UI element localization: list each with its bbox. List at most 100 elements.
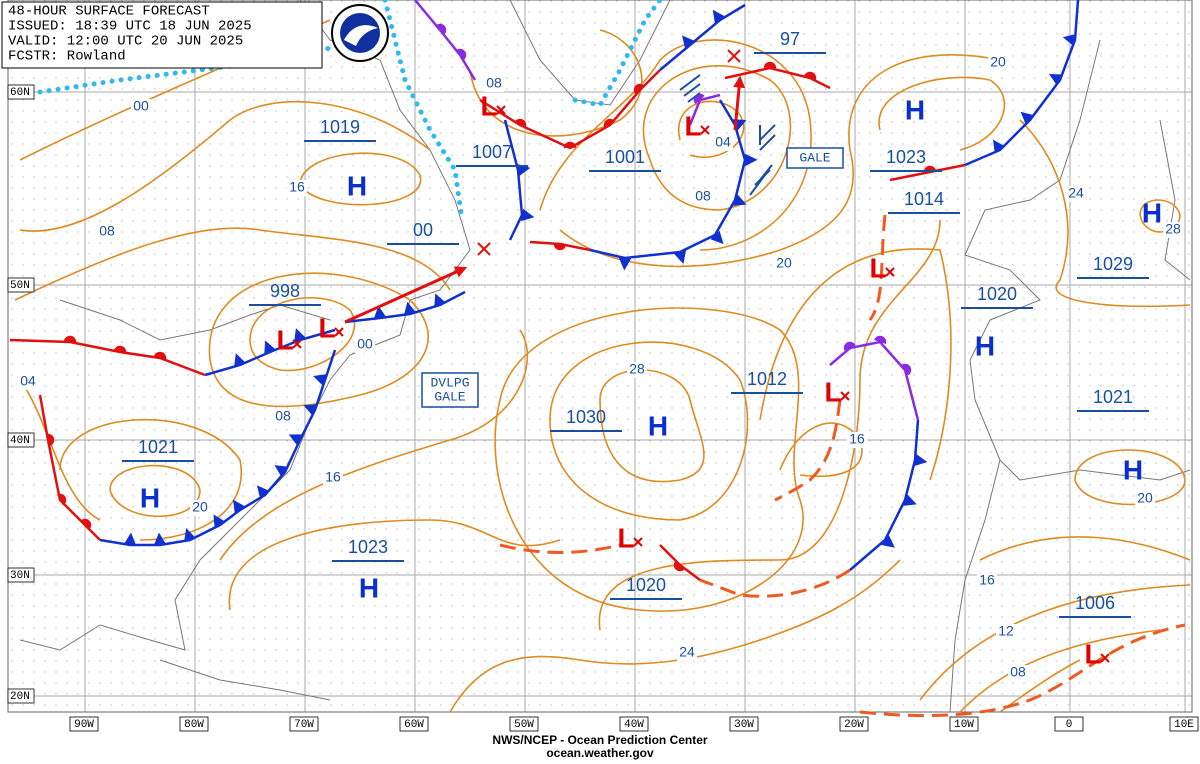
pressure-value: 1007 [472,142,512,162]
isobar-label: 00 [357,336,373,352]
isobar-label-bg [677,645,697,661]
high-center: H [1123,454,1143,485]
isobar-label-bg [977,573,997,589]
lat-label: 60N [10,87,30,99]
low-center: L [869,252,886,283]
isobar-label: 20 [192,499,208,515]
isobar-label-bg [1066,186,1086,202]
isobar-label: 04 [20,373,36,389]
lat-label-box [7,432,35,448]
isobar-label-bg [18,374,38,390]
pressure-value: 97 [780,29,800,49]
lon-label: 90W [74,719,94,731]
header-line: ISSUED: 18:39 UTC 18 JUN 2025 [8,19,252,35]
low-center: L [617,522,634,553]
lon-label-box [729,716,759,732]
isobar-label: 20 [776,255,792,271]
isobar-label: 20 [990,54,1006,70]
lon-label-box [179,716,209,732]
isobar-label: 24 [1068,185,1084,201]
lon-label-box [839,716,869,732]
low-cross [1100,653,1110,663]
isobar-label: 08 [695,188,711,204]
low-cross [496,105,506,115]
pressure-value: 1023 [348,537,388,557]
isobar-label: 00 [133,98,149,114]
lon-label: 10E [1174,719,1194,731]
isobar-label: 20 [1137,490,1153,506]
isobar-label-bg [693,189,713,205]
isobar-label-bg [97,224,117,240]
isobar-label-bg [323,470,343,486]
isobar-label: 08 [486,75,502,91]
lon-label: 10W [954,719,974,731]
low-cross [633,537,643,547]
isobar-label: 16 [979,572,995,588]
isobar-label-bg [484,76,504,92]
low-center: L [276,324,293,355]
isobar-label-bg [131,99,151,115]
high-center: H [648,410,668,441]
isobar-label: 24 [679,644,695,660]
isobar-label: 16 [289,179,305,195]
lat-label-box [7,277,35,293]
lon-label: 60W [404,719,424,731]
isobar-label: 28 [1165,221,1181,237]
isobar-label: 08 [275,408,291,424]
pressure-value: 1021 [138,437,178,457]
pressure-value: 1019 [320,117,360,137]
header-line: VALID: 12:00 UTC 20 JUN 2025 [8,34,243,50]
high-center: H [140,482,160,513]
pressure-value: 1006 [1075,593,1115,613]
warning-box [421,372,479,408]
low-center: L [480,90,497,121]
lon-label-box [289,716,319,732]
low-center: L [1084,638,1101,669]
lon-label: 50W [514,719,534,731]
low-center: L [318,312,335,343]
lat-label: 50N [10,280,30,292]
isobar-label-bg [627,362,647,378]
isobar-label-bg [355,337,375,353]
isobar-label-bg [1008,665,1028,681]
lon-label-box [1054,716,1084,732]
low-center: L [684,110,701,141]
lon-label: 40W [624,719,644,731]
pressure-value: 1029 [1093,254,1133,274]
pressure-value: 1014 [904,189,944,209]
lon-label: 80W [184,719,204,731]
lat-label: 40N [10,435,30,447]
header-box [1,1,323,69]
high-center: H [1142,197,1162,228]
lon-label-box [1169,716,1199,732]
isobar-label: 08 [99,223,115,239]
isobar-label-bg [847,432,867,448]
pressure-value: 1020 [626,575,666,595]
isobar-label-bg [996,624,1016,640]
lon-label-box [399,716,429,732]
pressure-value: 00 [413,220,433,240]
noaa-logo [331,4,389,62]
low-center: L [824,376,841,407]
isobar-label: 28 [629,361,645,377]
warning-label: GALE [799,150,830,165]
lat-label: 20N [10,691,30,703]
header-line: 48-HOUR SURFACE FORECAST [8,4,210,20]
high-center: H [359,572,379,603]
isobar-label-bg [774,256,794,272]
isobar-label-bg [273,409,293,425]
low-cross [840,391,850,401]
map-frame [7,0,1193,713]
pressure-value: 1023 [886,147,926,167]
lon-label-box [619,716,649,732]
high-center: H [905,94,925,125]
pressure-value: 1012 [747,369,787,389]
lon-label: 20W [844,719,864,731]
low-cross [885,267,895,277]
isobar-label: 08 [1010,664,1026,680]
low-cross [700,125,710,135]
footer-line: NWS/NCEP - Ocean Prediction Center [492,733,707,747]
pressure-value: 1030 [566,407,606,427]
dot-grid [8,0,1192,712]
